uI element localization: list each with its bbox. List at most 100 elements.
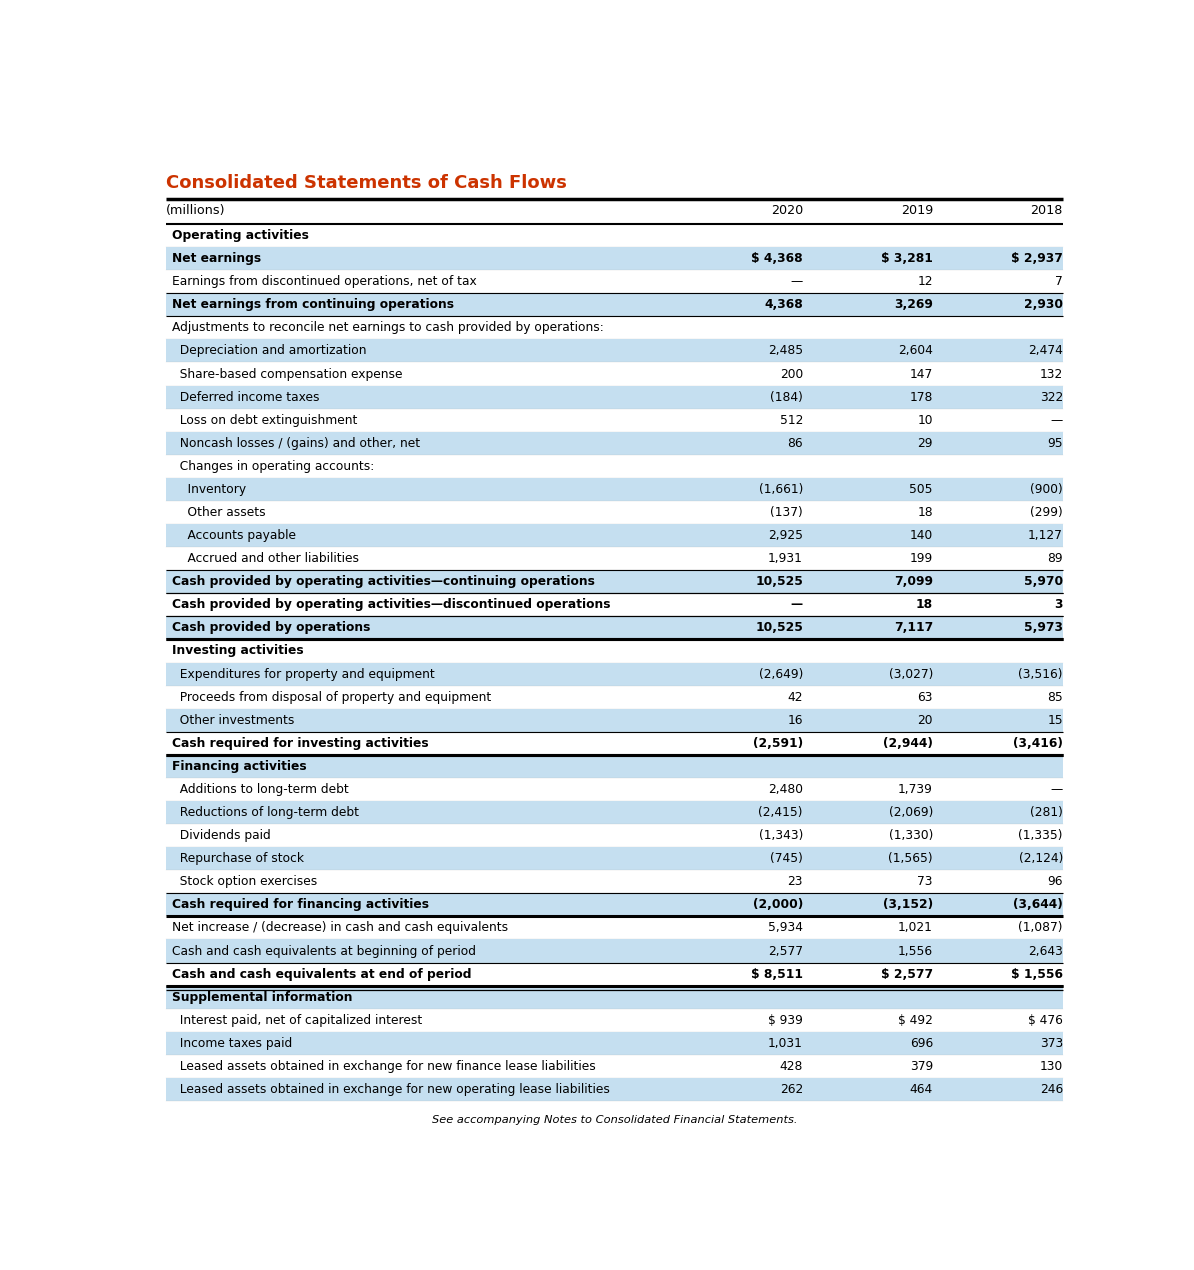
Text: Inventory: Inventory [172, 483, 247, 495]
Text: Net earnings: Net earnings [172, 253, 261, 265]
Text: $ 2,937: $ 2,937 [1011, 253, 1063, 265]
Text: $ 4,368: $ 4,368 [751, 253, 802, 265]
Text: 96: 96 [1047, 875, 1063, 888]
Text: Investing activities: Investing activities [172, 644, 304, 658]
Text: (281): (281) [1030, 806, 1063, 819]
Text: Operating activities: Operating activities [172, 229, 309, 243]
Text: (3,152): (3,152) [882, 898, 933, 912]
Text: 1,127: 1,127 [1028, 530, 1063, 542]
Text: $ 939: $ 939 [768, 1013, 802, 1026]
Text: (184): (184) [770, 391, 802, 404]
Bar [166, 847, 1063, 870]
Text: Cash and cash equivalents at beginning of period: Cash and cash equivalents at beginning o… [172, 945, 476, 958]
Text: 10,525: 10,525 [755, 575, 802, 588]
Bar [166, 986, 1063, 1008]
Text: Leased assets obtained in exchange for new operating lease liabilities: Leased assets obtained in exchange for n… [172, 1083, 610, 1096]
Text: $ 1,556: $ 1,556 [1011, 968, 1063, 980]
Text: $ 8,511: $ 8,511 [751, 968, 802, 980]
Text: Accounts payable: Accounts payable [172, 530, 296, 542]
Text: $ 2,577: $ 2,577 [881, 968, 933, 980]
Text: 2,485: 2,485 [768, 344, 802, 357]
Text: 7,099: 7,099 [894, 575, 933, 588]
Text: Deferred income taxes: Deferred income taxes [172, 391, 320, 404]
Text: 2018: 2018 [1030, 204, 1063, 217]
Text: 4,368: 4,368 [764, 298, 802, 311]
Text: Earnings from discontinued operations, net of tax: Earnings from discontinued operations, n… [172, 276, 478, 288]
Text: Reductions of long-term debt: Reductions of long-term debt [172, 806, 359, 819]
Text: 428: 428 [780, 1060, 802, 1073]
Text: 1,031: 1,031 [768, 1036, 802, 1050]
Text: 2,643: 2,643 [1028, 945, 1063, 958]
Bar [166, 801, 1063, 824]
Text: Financing activities: Financing activities [172, 759, 307, 773]
Text: (3,027): (3,027) [888, 668, 933, 681]
Text: 16: 16 [787, 714, 802, 726]
Text: Changes in operating accounts:: Changes in operating accounts: [172, 460, 375, 472]
Bar [166, 248, 1063, 271]
Text: 246: 246 [1040, 1083, 1063, 1096]
Text: 15: 15 [1047, 714, 1063, 726]
Bar [166, 663, 1063, 686]
Text: Proceeds from disposal of property and equipment: Proceeds from disposal of property and e… [172, 691, 492, 704]
Text: 95: 95 [1047, 437, 1063, 450]
Text: 147: 147 [910, 367, 933, 381]
Text: Stock option exercises: Stock option exercises [172, 875, 318, 888]
Text: Share-based compensation expense: Share-based compensation expense [172, 367, 404, 381]
Text: 20: 20 [917, 714, 933, 726]
Text: 2019: 2019 [900, 204, 933, 217]
Text: (millions): (millions) [166, 204, 226, 217]
Text: Additions to long-term debt: Additions to long-term debt [172, 784, 350, 796]
Text: (745): (745) [770, 852, 802, 865]
Text: (1,335): (1,335) [1018, 829, 1063, 842]
Text: Consolidated Statements of Cash Flows: Consolidated Statements of Cash Flows [166, 174, 567, 192]
Text: 2020: 2020 [770, 204, 802, 217]
Text: 10,525: 10,525 [755, 621, 802, 635]
Text: 2,577: 2,577 [768, 945, 802, 958]
Text: 5,973: 5,973 [1024, 621, 1063, 635]
Text: 5,934: 5,934 [768, 922, 802, 935]
Text: Accrued and other liabilities: Accrued and other liabilities [172, 552, 359, 565]
Text: 3: 3 [1054, 598, 1063, 611]
Text: (2,415): (2,415) [758, 806, 802, 819]
Text: 2,930: 2,930 [1024, 298, 1063, 311]
Text: 86: 86 [787, 437, 802, 450]
Text: Other assets: Other assets [172, 505, 266, 519]
Text: —: — [790, 598, 802, 611]
Text: Expenditures for property and equipment: Expenditures for property and equipment [172, 668, 436, 681]
Text: Interest paid, net of capitalized interest: Interest paid, net of capitalized intere… [172, 1013, 423, 1026]
Text: 199: 199 [910, 552, 933, 565]
Text: (1,087): (1,087) [1018, 922, 1063, 935]
Text: Cash provided by operating activities—discontinued operations: Cash provided by operating activities—di… [172, 598, 611, 611]
Text: 505: 505 [910, 483, 933, 495]
Text: (2,944): (2,944) [884, 737, 933, 749]
Text: 2,925: 2,925 [768, 530, 802, 542]
Text: 5,970: 5,970 [1023, 575, 1063, 588]
Bar [166, 293, 1063, 316]
Text: Repurchase of stock: Repurchase of stock [172, 852, 304, 865]
Bar [166, 478, 1063, 500]
Text: —: — [1051, 784, 1063, 796]
Text: 2,480: 2,480 [768, 784, 802, 796]
Text: (3,416): (3,416) [1013, 737, 1063, 749]
Text: 200: 200 [780, 367, 802, 381]
Text: Adjustments to reconcile net earnings to cash provided by operations:: Adjustments to reconcile net earnings to… [172, 321, 604, 334]
Bar [166, 893, 1063, 917]
Bar [166, 940, 1063, 963]
Text: 1,739: 1,739 [898, 784, 933, 796]
Bar [166, 570, 1063, 593]
Text: —: — [1051, 414, 1063, 427]
Text: (1,330): (1,330) [888, 829, 933, 842]
Text: Cash provided by operations: Cash provided by operations [172, 621, 371, 635]
Text: (1,661): (1,661) [758, 483, 802, 495]
Text: 130: 130 [1040, 1060, 1063, 1073]
Text: 23: 23 [787, 875, 802, 888]
Text: $ 476: $ 476 [1028, 1013, 1063, 1026]
Text: (900): (900) [1030, 483, 1063, 495]
Text: 63: 63 [917, 691, 933, 704]
Text: 12: 12 [917, 276, 933, 288]
Text: 18: 18 [916, 598, 933, 611]
Text: Loss on debt extinguishment: Loss on debt extinguishment [172, 414, 358, 427]
Text: $ 3,281: $ 3,281 [881, 253, 933, 265]
Text: 2,474: 2,474 [1028, 344, 1063, 357]
Text: (2,000): (2,000) [752, 898, 802, 912]
